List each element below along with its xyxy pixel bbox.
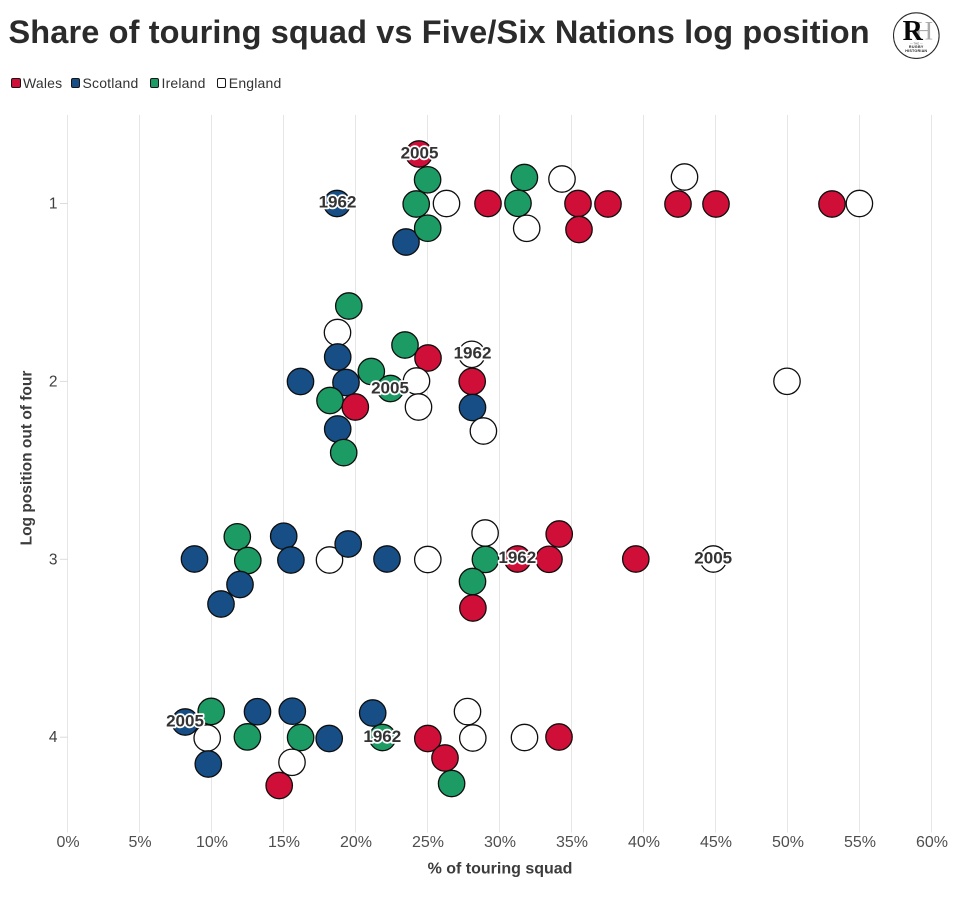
svg-text:H: H: [914, 17, 933, 46]
svg-text:— THE —: — THE —: [910, 42, 923, 46]
svg-text:15%: 15%: [268, 834, 300, 851]
svg-text:40%: 40%: [628, 834, 660, 851]
svg-text:25%: 25%: [412, 834, 444, 851]
svg-text:1: 1: [49, 196, 58, 213]
svg-text:2005: 2005: [371, 379, 409, 398]
svg-text:% of touring squad: % of touring squad: [428, 861, 573, 878]
svg-text:1962: 1962: [319, 193, 357, 212]
svg-text:45%: 45%: [700, 834, 732, 851]
svg-text:30%: 30%: [484, 834, 516, 851]
svg-text:2005: 2005: [694, 549, 732, 568]
svg-text:4: 4: [49, 729, 58, 746]
svg-text:2005: 2005: [401, 144, 439, 163]
svg-text:3: 3: [49, 551, 58, 568]
svg-text:2005: 2005: [166, 712, 204, 731]
svg-text:RUGBY: RUGBY: [909, 45, 924, 49]
svg-text:2: 2: [49, 373, 58, 390]
svg-text:HISTORIAN: HISTORIAN: [905, 49, 927, 53]
svg-text:0%: 0%: [56, 834, 79, 851]
svg-text:20%: 20%: [340, 834, 372, 851]
svg-text:50%: 50%: [772, 834, 804, 851]
svg-text:5%: 5%: [128, 834, 151, 851]
svg-text:1962: 1962: [498, 548, 536, 567]
svg-text:60%: 60%: [916, 834, 948, 851]
svg-text:Log position out of four: Log position out of four: [19, 371, 36, 546]
svg-text:55%: 55%: [844, 834, 876, 851]
svg-text:10%: 10%: [196, 834, 228, 851]
svg-text:1962: 1962: [363, 727, 401, 746]
svg-text:35%: 35%: [556, 834, 588, 851]
svg-text:R: R: [903, 16, 924, 47]
svg-text:1962: 1962: [454, 344, 492, 363]
